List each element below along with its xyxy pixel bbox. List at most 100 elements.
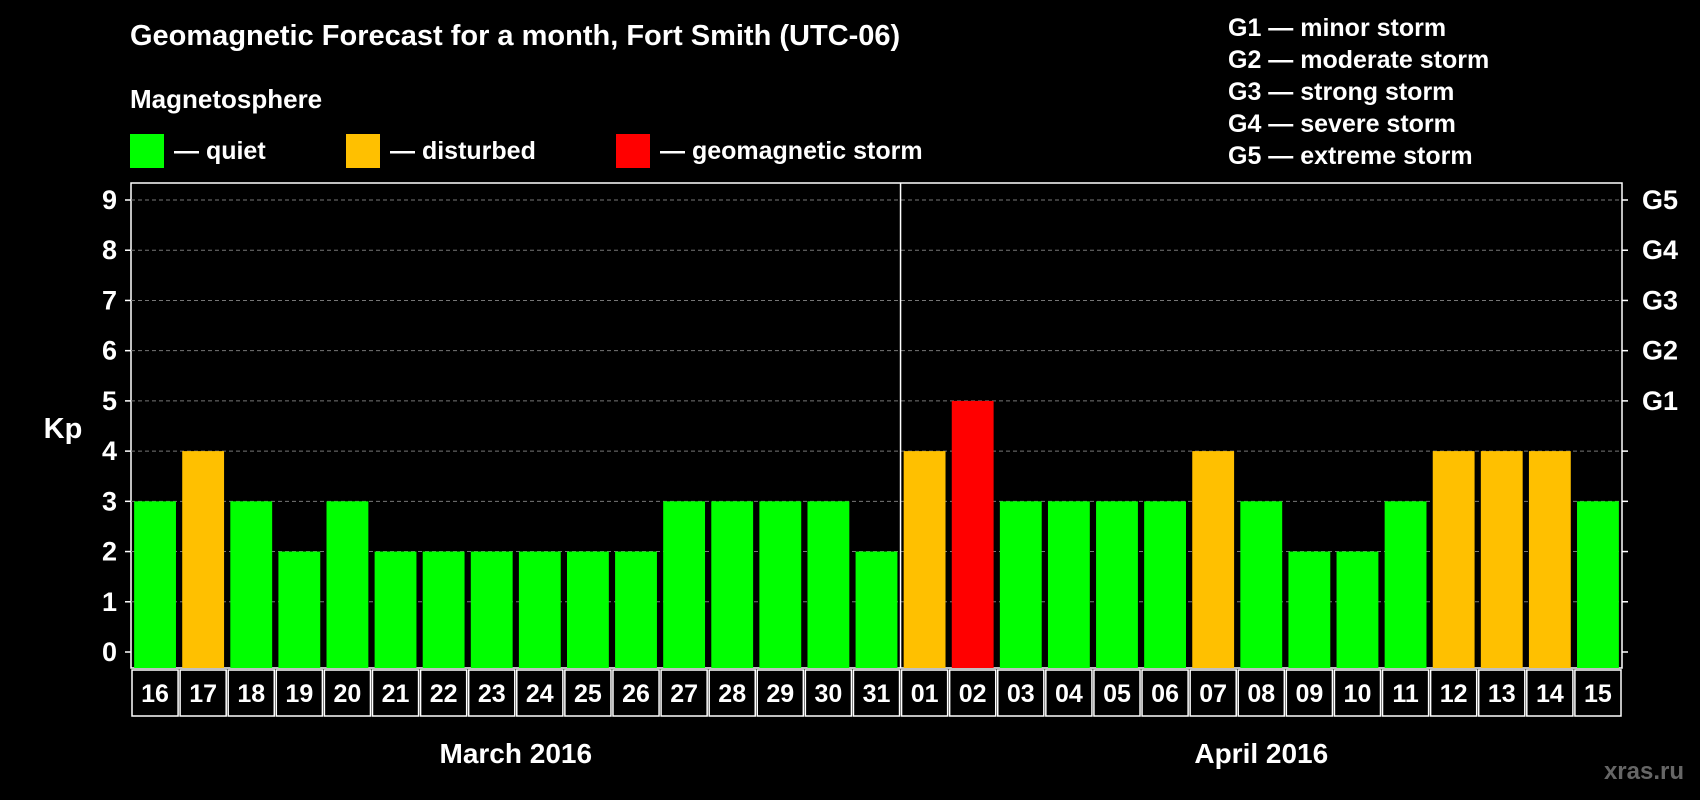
bar (278, 551, 321, 668)
bar (566, 551, 609, 668)
month-label: April 2016 (1194, 738, 1328, 769)
y-axis-label: Kp (44, 413, 83, 445)
day-label-box (996, 669, 1045, 717)
day-label-box (371, 669, 420, 717)
day-label-box (1429, 669, 1478, 717)
day-label-box (1237, 669, 1286, 717)
x-tick-label: 28 (718, 680, 746, 708)
x-tick-label: 02 (959, 680, 987, 708)
bar (807, 501, 850, 668)
x-tick-label: 14 (1536, 680, 1564, 708)
bar (1480, 451, 1523, 668)
x-tick-label: 07 (1199, 680, 1227, 708)
bar (999, 501, 1042, 668)
bar (1432, 451, 1475, 668)
y-tick-label: 3 (102, 486, 117, 516)
day-label-box (900, 669, 949, 717)
y-tick-label: 2 (102, 537, 117, 567)
legend-disturbed-label: — disturbed (390, 136, 536, 165)
bar (182, 451, 225, 668)
y-tick-label: 7 (102, 285, 117, 315)
day-label-box (227, 669, 276, 717)
day-label-box (419, 669, 468, 717)
x-tick-label: 10 (1344, 680, 1372, 708)
x-tick-label: 27 (670, 680, 698, 708)
bar (1288, 551, 1331, 668)
x-tick-label: 19 (285, 680, 313, 708)
chart-title: Geomagnetic Forecast for a month, Fort S… (130, 20, 901, 52)
legend-disturbed: — disturbed (346, 134, 536, 168)
day-label-box (612, 669, 660, 717)
day-label-box (852, 669, 901, 717)
day-label-box (660, 669, 708, 717)
bar (1144, 501, 1187, 668)
y-tick-label: 8 (102, 235, 117, 265)
x-tick-label: 24 (526, 680, 554, 708)
legend-disturbed-swatch (346, 134, 380, 168)
x-tick-label: 20 (334, 680, 362, 708)
x-tick-label: 17 (189, 680, 217, 708)
day-label-box (275, 669, 324, 717)
bar (663, 501, 706, 668)
x-tick-label: 18 (237, 680, 265, 708)
day-label-box (756, 669, 805, 717)
legend-quiet-swatch (130, 134, 164, 168)
day-label-box (708, 669, 757, 717)
day-label-box (1141, 669, 1189, 717)
day-label-box (1574, 669, 1622, 717)
x-tick-label: 25 (574, 680, 602, 708)
y-tick-label: 5 (102, 386, 117, 416)
x-tick-label: 30 (814, 680, 842, 708)
x-tick-label: 11 (1392, 680, 1419, 708)
g-axis-label: G1 (1642, 386, 1678, 416)
bar (422, 551, 465, 668)
g-scale-g1: G1 — minor storm (1228, 14, 1447, 42)
x-tick-label: 22 (430, 680, 458, 708)
x-tick-label: 16 (141, 680, 169, 708)
legend-quiet: — quiet (130, 134, 266, 168)
legend-subtitle: Magnetosphere (130, 84, 323, 114)
bar (1096, 501, 1138, 668)
x-tick-label: 12 (1440, 680, 1468, 708)
x-tick-label: 08 (1247, 680, 1275, 708)
x-tick-label: 26 (622, 680, 650, 708)
day-label-box (1045, 669, 1093, 717)
x-tick-label: 15 (1584, 680, 1612, 708)
day-label-box (179, 669, 227, 717)
day-label-box (1526, 669, 1574, 717)
bar (903, 451, 946, 668)
day-label-box (804, 669, 853, 717)
day-label-box (1285, 669, 1334, 717)
g-axis-label: G5 (1642, 185, 1678, 215)
day-label-box (1093, 669, 1141, 717)
bar (615, 551, 657, 668)
bar (374, 551, 417, 668)
x-tick-label: 03 (1007, 680, 1035, 708)
x-tick-label: 21 (382, 680, 410, 708)
g-scale-g4: G4 — severe storm (1228, 110, 1456, 138)
legend-storm-swatch (616, 134, 650, 168)
legend-storm: — geomagnetic storm (616, 134, 923, 168)
g-axis-label: G4 (1642, 235, 1678, 265)
g-scale-g2: G2 — moderate storm (1228, 46, 1490, 74)
day-label-box (131, 669, 179, 717)
bar (326, 501, 369, 668)
x-tick-label: 01 (911, 680, 939, 708)
x-tick-label: 23 (478, 680, 506, 708)
y-tick-label: 1 (102, 587, 117, 617)
bar (1384, 501, 1427, 668)
g-scale-g5: G5 — extreme storm (1228, 142, 1473, 170)
y-tick-label: 9 (102, 185, 117, 215)
bar (230, 501, 273, 668)
bar (711, 501, 754, 668)
y-tick-label: 4 (102, 436, 117, 466)
bar (1192, 451, 1235, 668)
x-tick-label: 13 (1488, 680, 1516, 708)
x-tick-label: 09 (1295, 680, 1323, 708)
day-label-box (1189, 669, 1237, 717)
y-tick-label: 0 (102, 637, 117, 667)
watermark: xras.ru (1603, 758, 1684, 785)
x-tick-label: 04 (1055, 680, 1083, 708)
legend-quiet-label: — quiet (174, 136, 266, 165)
